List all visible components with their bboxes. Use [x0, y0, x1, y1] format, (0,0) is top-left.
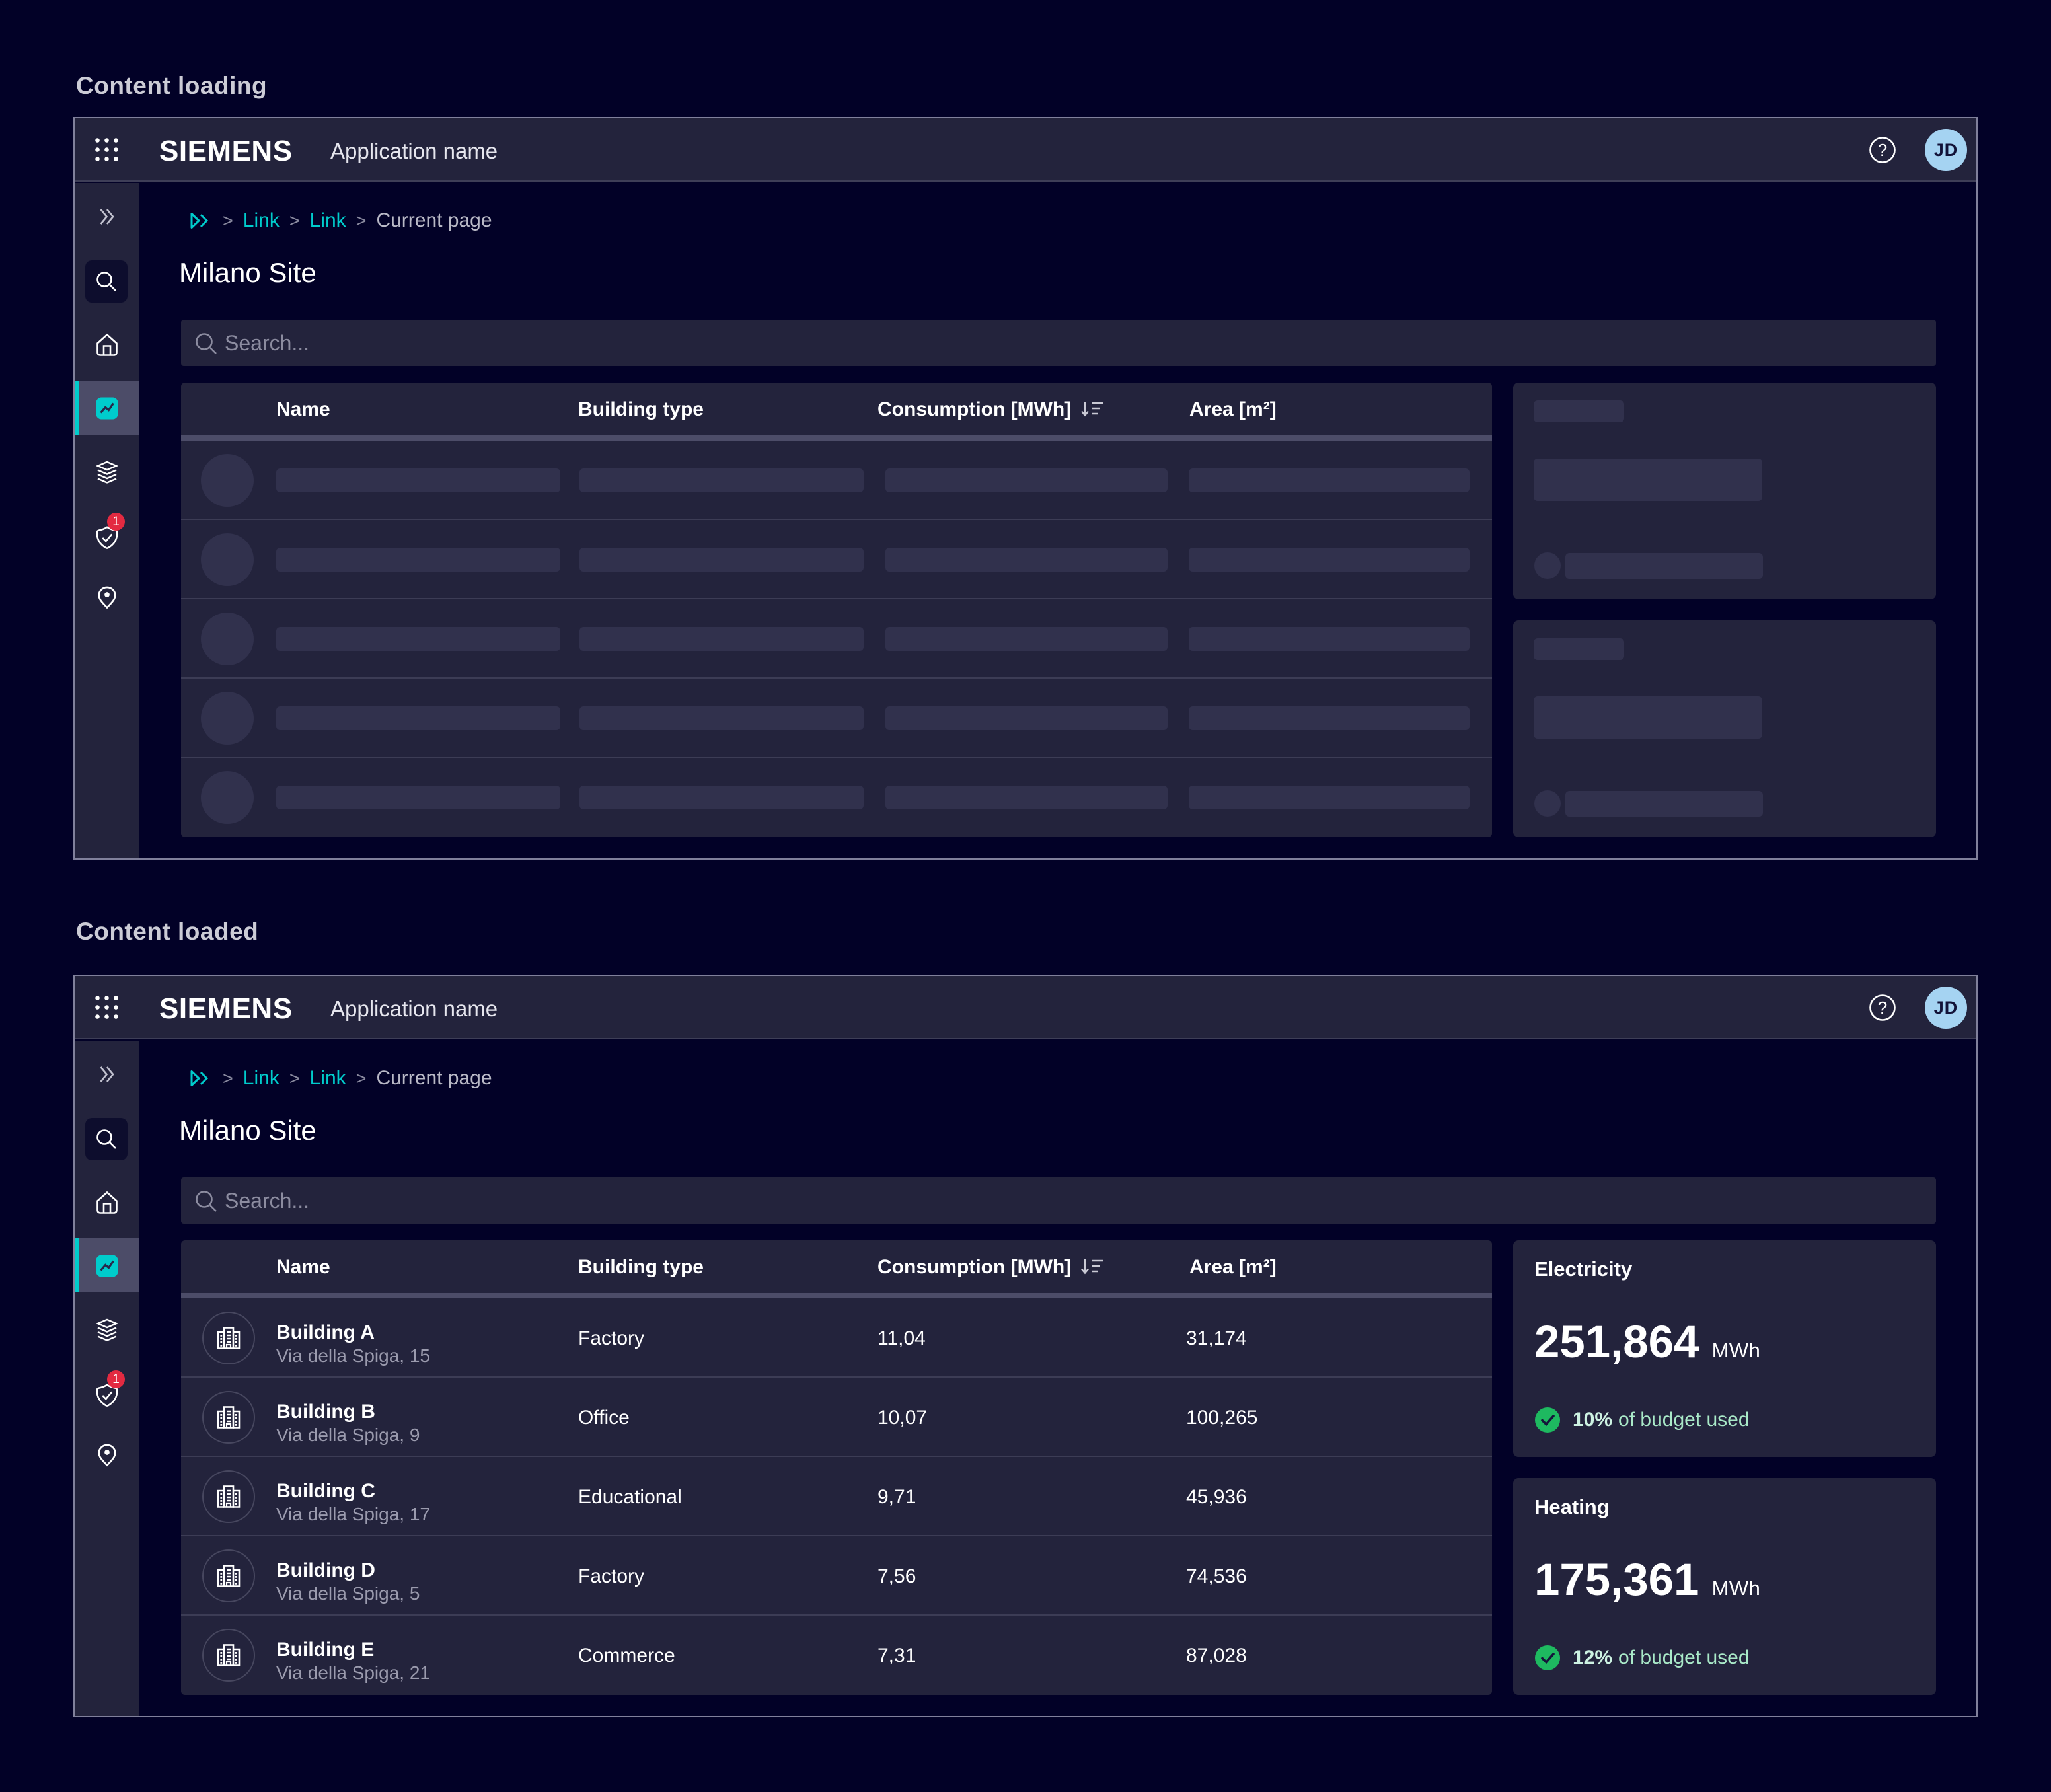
svg-text:?: ?	[1878, 140, 1887, 160]
svg-text:?: ?	[1878, 998, 1887, 1018]
